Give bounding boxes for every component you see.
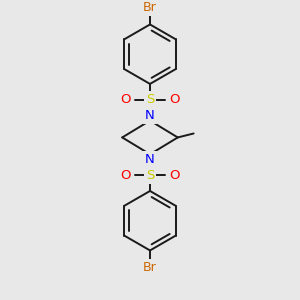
Text: S: S (146, 169, 154, 182)
Text: S: S (146, 93, 154, 106)
Text: Br: Br (143, 1, 157, 14)
Text: O: O (120, 169, 130, 182)
Text: O: O (169, 93, 180, 106)
Text: O: O (169, 169, 180, 182)
Text: N: N (145, 109, 155, 122)
Text: Br: Br (143, 261, 157, 274)
Text: N: N (145, 153, 155, 166)
Text: O: O (120, 93, 130, 106)
